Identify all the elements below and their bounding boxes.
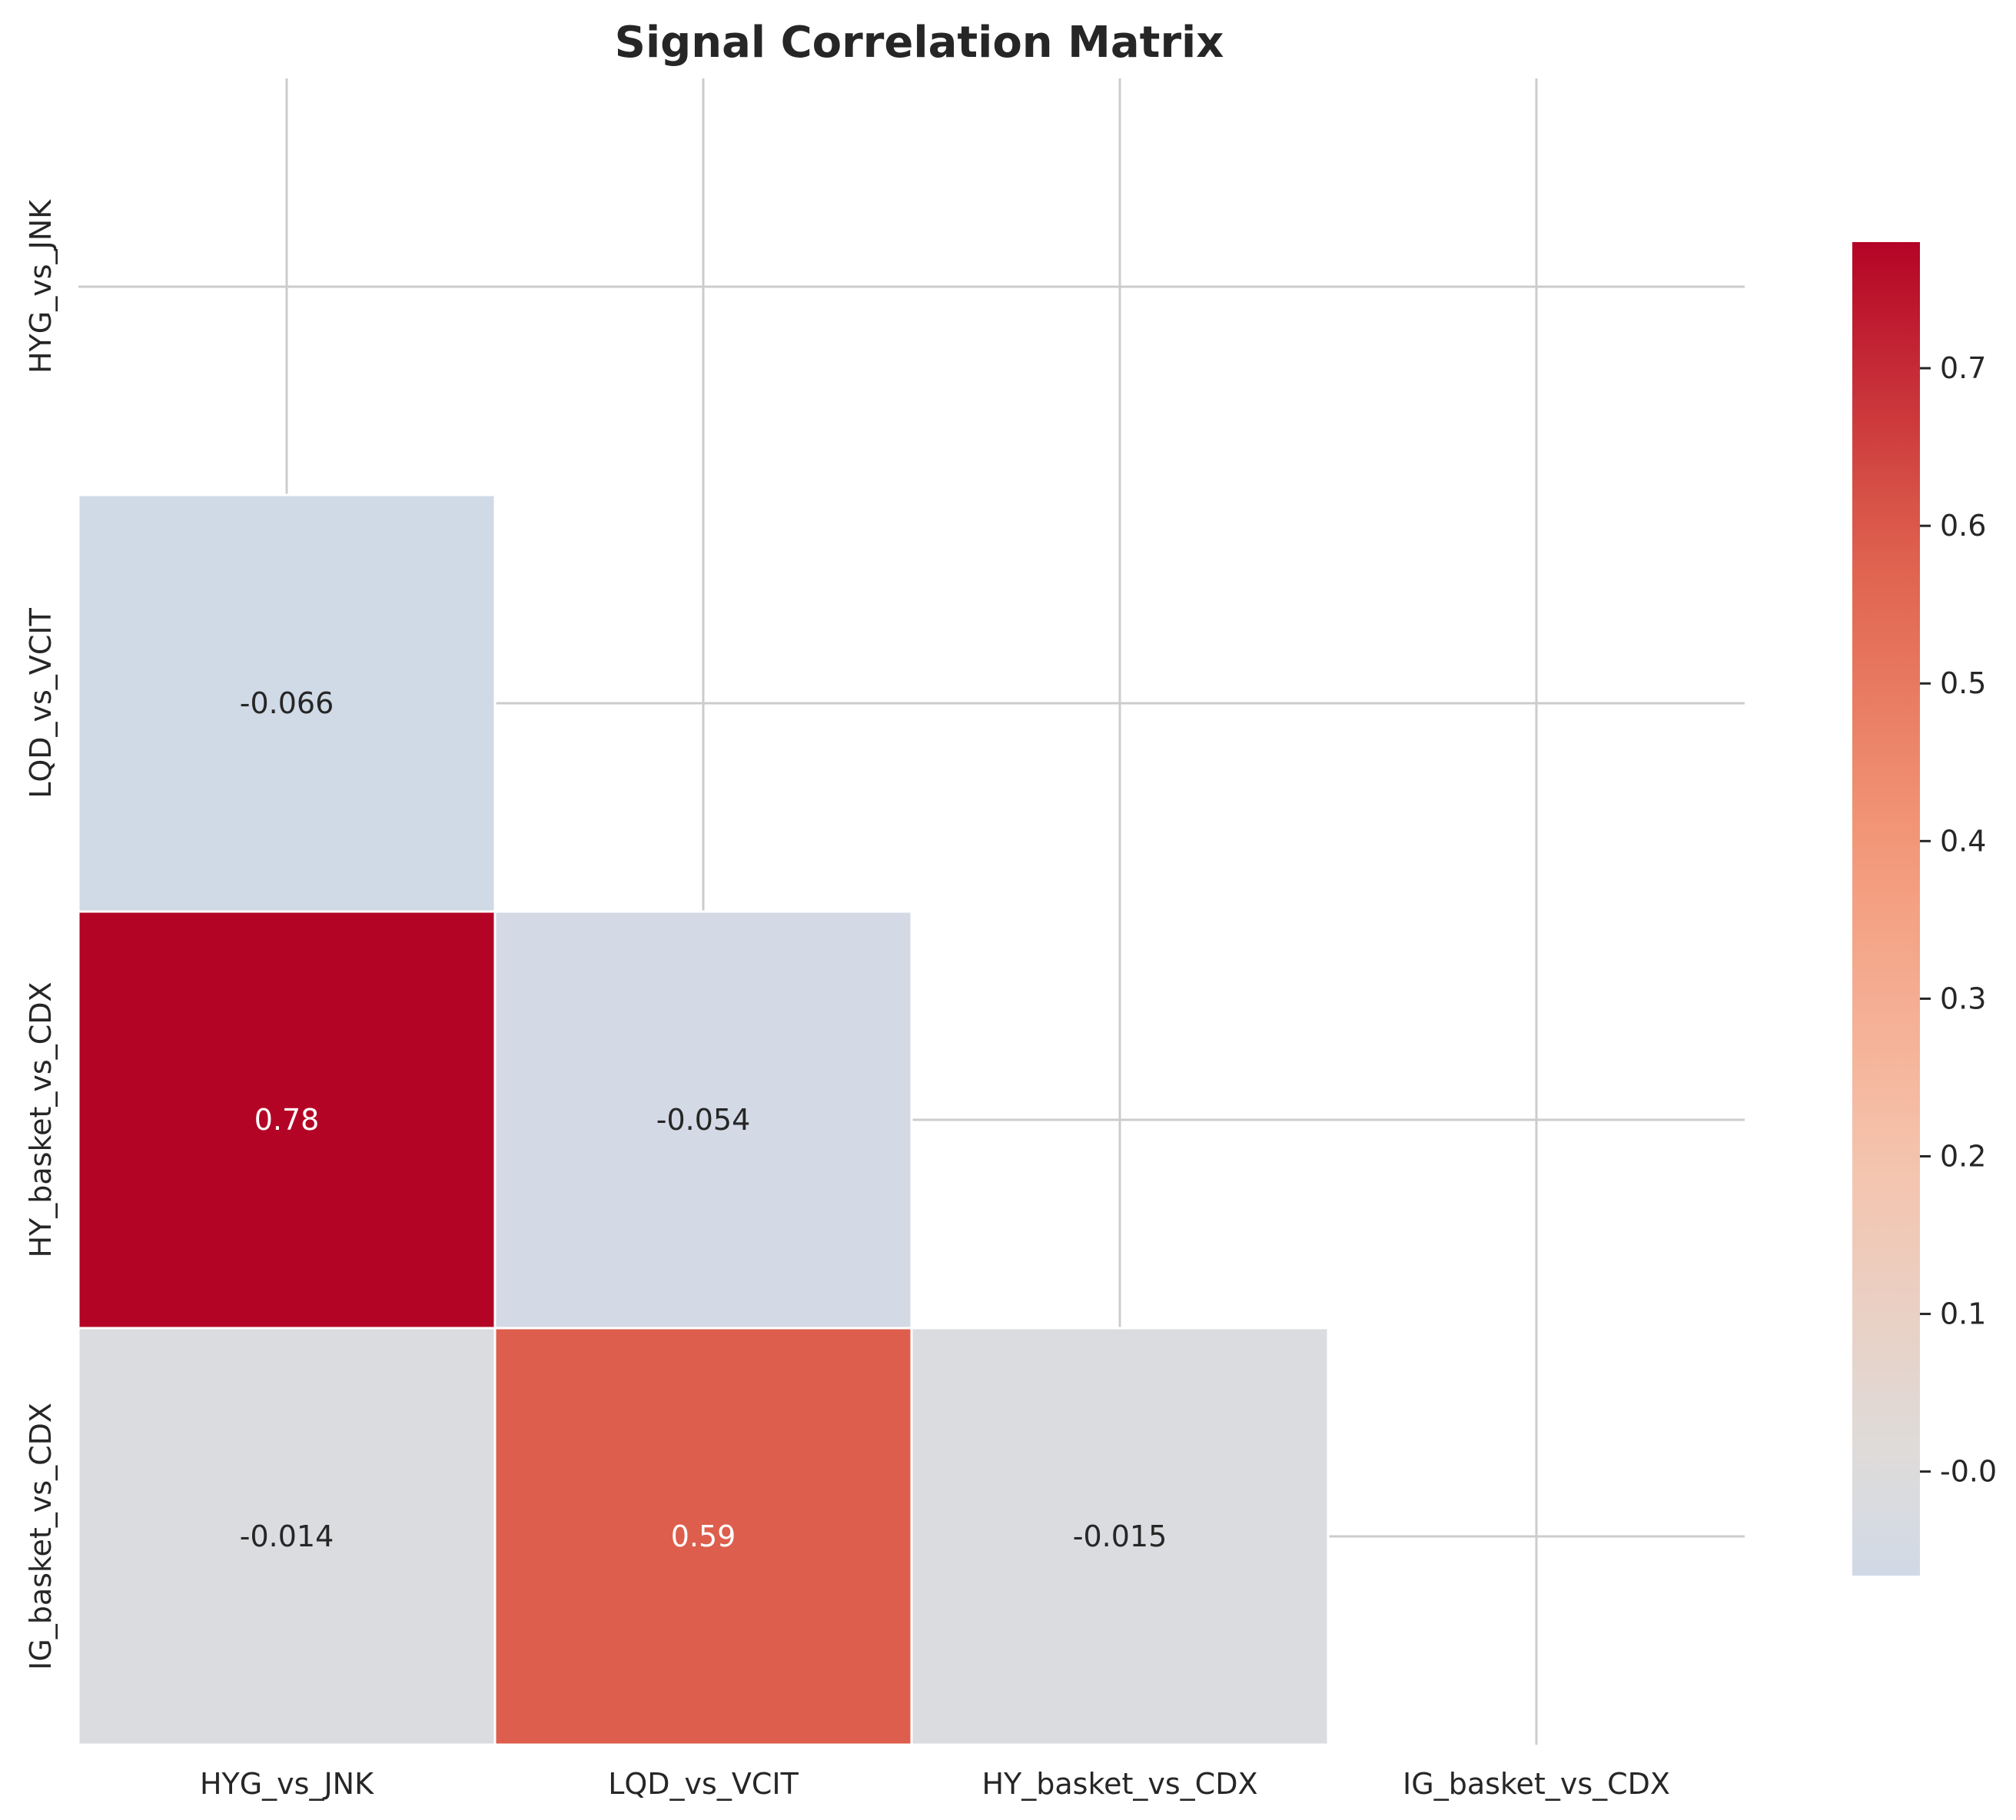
colorbar-tick-label: 0.7 <box>1940 351 1986 385</box>
x-tick-label: HYG_vs_JNK <box>200 1767 374 1801</box>
colorbar-tick-label: 0.5 <box>1940 666 1986 700</box>
colorbar: -0.0 0.1 0.2 0.3 0.4 0.5 0.6 0.7 <box>1852 242 1997 1576</box>
cell-value-label: -0.014 <box>240 1519 334 1553</box>
colorbar-tick-label: 0.2 <box>1940 1139 1986 1173</box>
y-tick-label: HY_basket_vs_CDX <box>24 981 58 1257</box>
heatmap-cell <box>910 1327 1330 1746</box>
heatmap-cell <box>493 910 913 1330</box>
cell-value-label: -0.015 <box>1073 1519 1167 1553</box>
cell-value-label: -0.066 <box>240 686 334 720</box>
colorbar-tick-label: 0.4 <box>1940 824 1986 858</box>
heatmap-cell <box>493 1327 913 1746</box>
cell-value-label: -0.054 <box>656 1103 751 1137</box>
y-tick-label: IG_basket_vs_CDX <box>24 1403 58 1670</box>
cell-layer: -0.066 0.78 -0.054 -0.014 0.59 -0.015 <box>77 493 1330 1746</box>
x-tick-label: LQD_vs_VCIT <box>608 1767 799 1801</box>
heatmap-cell <box>77 493 497 913</box>
x-tick-labels: HYG_vs_JNK LQD_vs_VCIT HY_basket_vs_CDX IG_… <box>200 1767 1670 1801</box>
cell-value-label: 0.78 <box>254 1103 320 1137</box>
heatmap-cell <box>77 1327 497 1746</box>
y-tick-labels: HYG_vs_JNK LQD_vs_VCIT HY_basket_vs_CDX IG_… <box>24 199 58 1670</box>
heatmap-cell <box>77 910 497 1330</box>
colorbar-tick-label: 0.3 <box>1940 981 1986 1015</box>
y-tick-label: LQD_vs_VCIT <box>24 607 58 798</box>
y-tick-label: HYG_vs_JNK <box>24 199 58 374</box>
cell-value-label: 0.59 <box>671 1519 736 1553</box>
colorbar-tick-label: -0.0 <box>1940 1455 1997 1489</box>
colorbar-gradient <box>1852 242 1920 1576</box>
x-tick-label: IG_basket_vs_CDX <box>1403 1767 1670 1801</box>
colorbar-tick-label: 0.6 <box>1940 509 1986 543</box>
chart-title: Signal Correlation Matrix <box>615 18 1224 68</box>
x-tick-label: HY_basket_vs_CDX <box>981 1767 1257 1801</box>
colorbar-tick-label: 0.1 <box>1940 1297 1986 1331</box>
